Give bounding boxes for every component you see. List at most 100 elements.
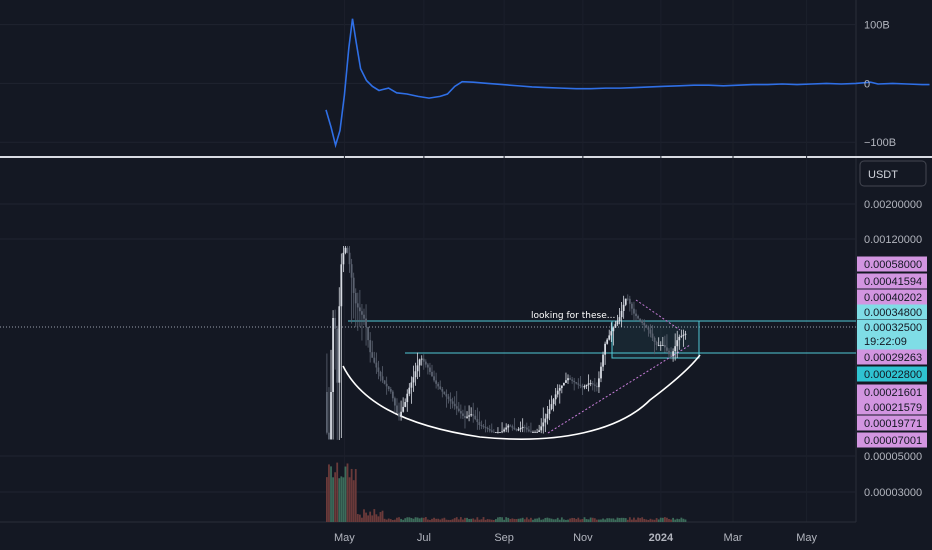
candle-body[interactable] xyxy=(474,415,477,420)
candle-body[interactable] xyxy=(616,320,619,325)
price-tag[interactable] xyxy=(857,384,927,400)
candle-body[interactable] xyxy=(358,307,361,312)
candle-body[interactable] xyxy=(573,380,576,383)
price-tag[interactable] xyxy=(857,399,927,415)
candle-body[interactable] xyxy=(497,432,499,433)
candle-body[interactable] xyxy=(505,427,508,430)
candle-body[interactable] xyxy=(348,252,351,265)
candle-body[interactable] xyxy=(618,317,621,321)
candle-body[interactable] xyxy=(361,311,363,315)
candle-body[interactable] xyxy=(628,298,631,304)
candle-body[interactable] xyxy=(375,362,378,368)
candle-body[interactable] xyxy=(332,318,334,392)
price-tag[interactable] xyxy=(857,366,927,382)
candle-body[interactable] xyxy=(394,398,396,406)
candle-body[interactable] xyxy=(488,429,491,431)
candle-body[interactable] xyxy=(501,431,503,433)
price-tag[interactable] xyxy=(857,349,927,365)
candle-body[interactable] xyxy=(344,247,347,253)
candle-body[interactable] xyxy=(408,387,411,394)
candle-body[interactable] xyxy=(453,403,456,407)
candles[interactable] xyxy=(326,246,687,440)
price-tag[interactable] xyxy=(857,320,927,350)
candle-body[interactable] xyxy=(598,378,600,388)
drawings[interactable]: looking for these... xyxy=(0,299,856,440)
candle-body[interactable] xyxy=(340,264,343,307)
candle-body[interactable] xyxy=(492,431,495,433)
candle-body[interactable] xyxy=(377,367,380,372)
candle-body[interactable] xyxy=(655,342,658,345)
candle-body[interactable] xyxy=(433,376,435,381)
quote-currency-button[interactable] xyxy=(859,160,927,187)
candle-body[interactable] xyxy=(447,396,450,399)
candle-body[interactable] xyxy=(651,333,654,338)
candle-body[interactable] xyxy=(622,304,625,311)
candle-body[interactable] xyxy=(678,336,681,341)
candle-body[interactable] xyxy=(445,394,448,397)
candle-body[interactable] xyxy=(499,432,501,433)
candle-body[interactable] xyxy=(663,345,666,348)
candle-body[interactable] xyxy=(546,413,549,419)
candle-body[interactable] xyxy=(534,432,536,433)
candle-body[interactable] xyxy=(661,345,664,346)
candle-body[interactable] xyxy=(579,384,582,387)
candle-body[interactable] xyxy=(668,350,670,355)
cup-pattern-curve[interactable] xyxy=(342,354,701,440)
candle-body[interactable] xyxy=(614,324,617,328)
candle-body[interactable] xyxy=(490,430,493,432)
candle-body[interactable] xyxy=(544,418,547,423)
candle-body[interactable] xyxy=(550,404,553,409)
candle-body[interactable] xyxy=(346,247,349,253)
indicator-pane[interactable] xyxy=(325,18,930,149)
candle-body[interactable] xyxy=(437,383,440,387)
candle-body[interactable] xyxy=(389,389,392,392)
candle-body[interactable] xyxy=(449,398,452,402)
candle-body[interactable] xyxy=(336,328,339,383)
candle-body[interactable] xyxy=(538,430,541,433)
candle-body[interactable] xyxy=(595,385,598,388)
price-tag[interactable] xyxy=(857,304,927,320)
candle-body[interactable] xyxy=(441,389,444,392)
candle-body[interactable] xyxy=(470,414,473,416)
candle-body[interactable] xyxy=(585,384,588,387)
candle-body[interactable] xyxy=(571,379,574,381)
candle-body[interactable] xyxy=(653,337,656,342)
candle-body[interactable] xyxy=(587,383,590,385)
candle-body[interactable] xyxy=(610,331,613,336)
pane-separator[interactable] xyxy=(0,156,932,158)
candle-body[interactable] xyxy=(659,345,662,346)
candle-body[interactable] xyxy=(363,314,365,319)
candle-body[interactable] xyxy=(608,335,611,340)
candle-body[interactable] xyxy=(682,334,685,336)
candle-body[interactable] xyxy=(385,383,388,387)
candle-body[interactable] xyxy=(468,415,470,417)
candle-body[interactable] xyxy=(459,411,462,414)
candle-body[interactable] xyxy=(400,411,402,417)
price-tag[interactable] xyxy=(857,289,927,305)
candle-body[interactable] xyxy=(521,426,524,429)
candle-body[interactable] xyxy=(404,402,407,407)
candle-body[interactable] xyxy=(554,394,557,400)
axes[interactable]: 100B 0 −100B 0.00200000 0.00120000 0.00005000… xyxy=(334,20,927,544)
candle-body[interactable] xyxy=(451,401,454,404)
candle-body[interactable] xyxy=(643,322,646,326)
candle-body[interactable] xyxy=(426,364,429,368)
candle-body[interactable] xyxy=(402,406,405,412)
candle-body[interactable] xyxy=(606,339,609,344)
candle-body[interactable] xyxy=(513,427,516,430)
candle-body[interactable] xyxy=(371,352,374,358)
candle-body[interactable] xyxy=(641,320,644,323)
candle-body[interactable] xyxy=(494,432,497,433)
indicator-series-line[interactable] xyxy=(325,18,930,149)
candle-body[interactable] xyxy=(455,406,458,409)
candle-body[interactable] xyxy=(562,382,565,386)
candle-body[interactable] xyxy=(666,347,668,351)
candle-body[interactable] xyxy=(540,426,543,431)
candle-body[interactable] xyxy=(396,405,398,413)
candle-body[interactable] xyxy=(480,425,483,426)
candle-body[interactable] xyxy=(509,425,512,427)
candle-body[interactable] xyxy=(412,377,415,383)
candle-body[interactable] xyxy=(523,426,526,428)
candle-body[interactable] xyxy=(418,359,421,366)
